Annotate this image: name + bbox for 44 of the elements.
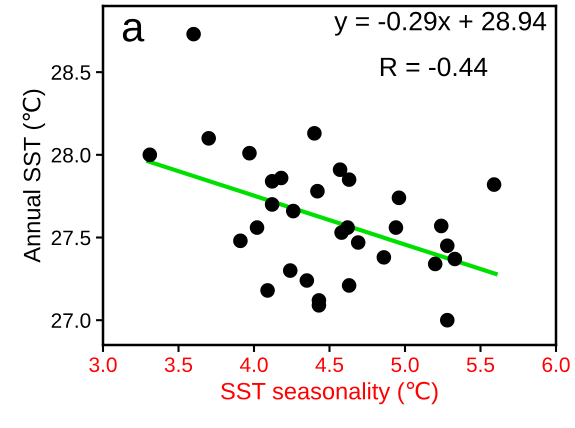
- y-tick-label: 27.5: [52, 230, 90, 246]
- point: [448, 252, 462, 266]
- annotation: a: [122, 18, 144, 42]
- y-tick-label: 28.5: [52, 65, 90, 80]
- x-tick-label: 4.0: [240, 357, 268, 372]
- point: [307, 126, 322, 141]
- x-tick-label: 5.5: [466, 358, 494, 372]
- x-tick-label: 3.0: [89, 357, 117, 372]
- point: [486, 177, 502, 192]
- x-tick-label: 3.5: [164, 357, 192, 372]
- point: [142, 148, 158, 162]
- x-tick-label: 4.5: [316, 358, 344, 372]
- x-axis-title: SST seasonality (℃): [221, 382, 438, 404]
- point: [392, 190, 406, 206]
- point: [201, 131, 216, 146]
- point: [340, 220, 355, 235]
- point: [260, 283, 275, 298]
- point: [440, 238, 455, 254]
- point: [250, 220, 264, 235]
- annotation: y = -0.29x + 28.94: [334, 12, 546, 36]
- x-tick-label: 6.0: [542, 357, 570, 372]
- y-tick-label: 27.0: [52, 313, 90, 328]
- x-tick-label: 5.0: [391, 357, 419, 372]
- point: [186, 26, 201, 42]
- point: [440, 312, 455, 328]
- y-tick-label: 28.0: [52, 148, 90, 163]
- point: [264, 197, 280, 212]
- point: [332, 162, 348, 177]
- point: [434, 218, 449, 234]
- point: [300, 273, 314, 288]
- point: [388, 220, 404, 235]
- point: [274, 170, 288, 186]
- point: [428, 256, 442, 272]
- point: [233, 234, 248, 248]
- point: [310, 184, 325, 198]
- point: [376, 250, 392, 265]
- point: [350, 235, 366, 250]
- annotation: R = -0.44: [380, 58, 488, 76]
- point: [342, 278, 356, 293]
- point: [286, 204, 301, 218]
- point: [342, 172, 356, 187]
- point: [242, 146, 257, 160]
- point: [282, 263, 298, 278]
- y-axis-title: Annual SST (℃): [22, 90, 46, 263]
